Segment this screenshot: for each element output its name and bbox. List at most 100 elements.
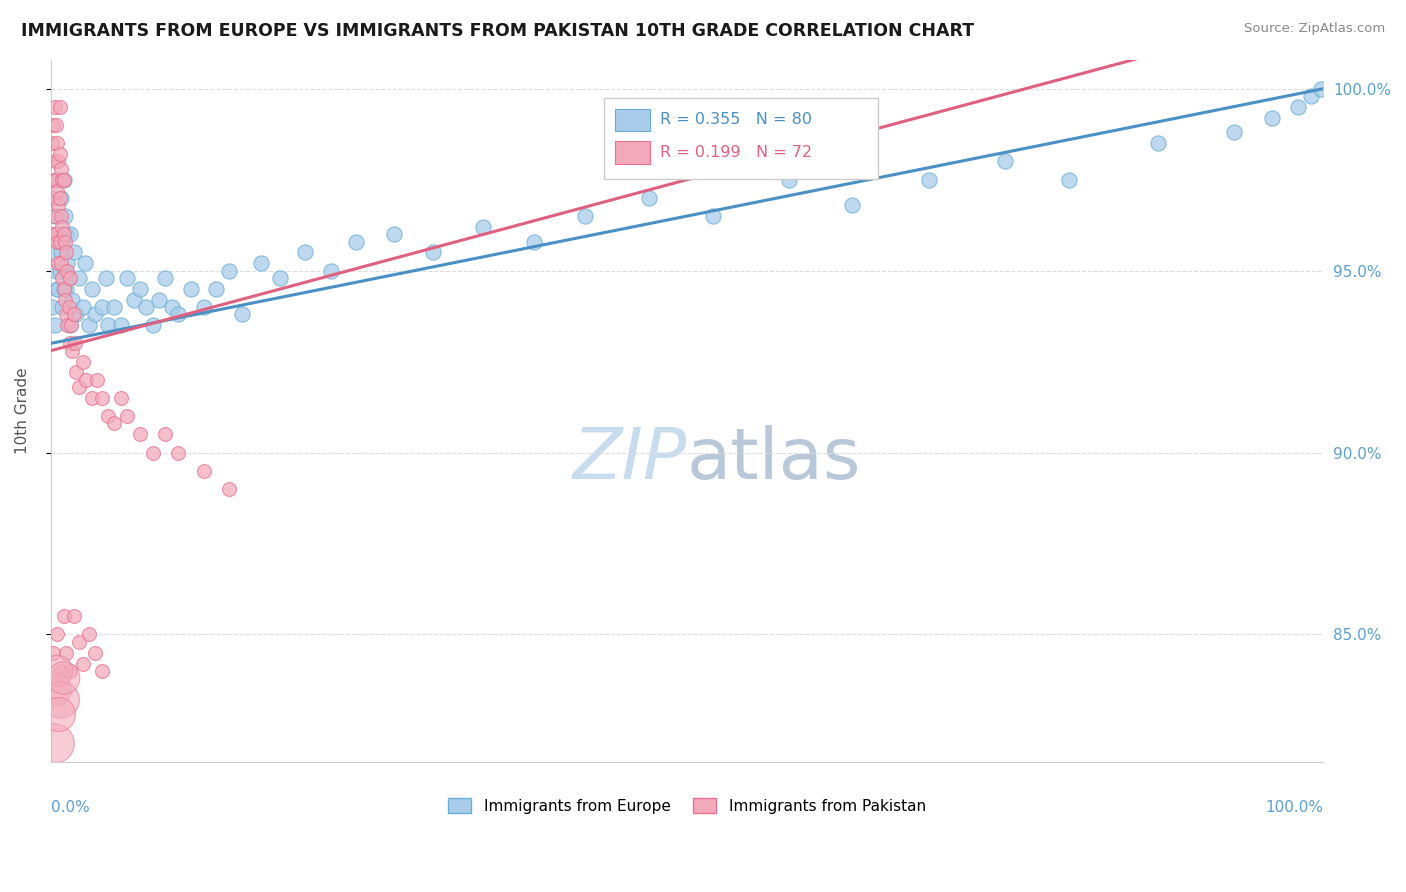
- FancyBboxPatch shape: [605, 98, 877, 179]
- Point: [42, 227, 65, 242]
- Point: [72, 300, 94, 314]
- Point: [62, 307, 84, 321]
- Point: [52, 227, 75, 242]
- Point: [155, 271, 177, 285]
- Point: [52, 282, 75, 296]
- Point: [49, 209, 72, 223]
- Point: [42, 118, 65, 132]
- Point: [59, 336, 82, 351]
- Point: [49, 245, 72, 260]
- Point: [44, 681, 66, 696]
- Point: [97, 318, 120, 333]
- Point: [41, 191, 63, 205]
- Point: [46, 664, 69, 678]
- Point: [103, 417, 125, 431]
- Point: [94, 271, 117, 285]
- Point: [249, 256, 271, 270]
- Point: [319, 263, 342, 277]
- Point: [62, 343, 84, 358]
- Point: [55, 282, 77, 296]
- Point: [84, 646, 107, 660]
- Point: [90, 300, 112, 314]
- Point: [51, 172, 73, 186]
- Point: [48, 235, 70, 249]
- Point: [205, 282, 228, 296]
- Point: [523, 235, 546, 249]
- Point: [52, 282, 75, 296]
- Point: [269, 271, 291, 285]
- Point: [52, 227, 75, 242]
- Point: [344, 235, 367, 249]
- Point: [84, 307, 107, 321]
- Point: [56, 263, 79, 277]
- Point: [110, 318, 132, 333]
- Point: [49, 664, 72, 678]
- Point: [65, 366, 87, 380]
- Point: [55, 227, 77, 242]
- Point: [49, 191, 72, 205]
- Y-axis label: 10th Grade: 10th Grade: [15, 368, 30, 454]
- Point: [58, 300, 80, 314]
- Point: [52, 609, 75, 624]
- Text: ZIP: ZIP: [572, 425, 688, 494]
- Point: [72, 354, 94, 368]
- Point: [135, 300, 157, 314]
- Point: [67, 634, 90, 648]
- Point: [45, 263, 67, 277]
- Point: [44, 154, 66, 169]
- Text: atlas: atlas: [688, 425, 862, 494]
- Point: [422, 245, 444, 260]
- Point: [51, 235, 73, 249]
- Point: [44, 209, 66, 223]
- Point: [97, 409, 120, 424]
- Point: [155, 427, 177, 442]
- Point: [51, 271, 73, 285]
- Point: [60, 318, 83, 333]
- Point: [841, 198, 863, 212]
- Point: [115, 409, 138, 424]
- Point: [48, 227, 70, 242]
- Point: [1309, 81, 1331, 95]
- FancyBboxPatch shape: [614, 109, 650, 131]
- Point: [80, 391, 103, 405]
- Point: [53, 293, 76, 307]
- Point: [48, 263, 70, 277]
- Point: [110, 391, 132, 405]
- Point: [46, 227, 69, 242]
- Point: [46, 184, 69, 198]
- Text: R = 0.199   N = 72: R = 0.199 N = 72: [661, 145, 813, 160]
- Point: [49, 693, 72, 707]
- Point: [180, 282, 202, 296]
- Point: [90, 391, 112, 405]
- FancyBboxPatch shape: [614, 141, 650, 163]
- Point: [55, 245, 77, 260]
- Point: [44, 209, 66, 223]
- Point: [49, 256, 72, 270]
- Point: [231, 307, 253, 321]
- Point: [48, 172, 70, 186]
- Point: [62, 245, 84, 260]
- Point: [49, 161, 72, 176]
- Point: [45, 227, 67, 242]
- Point: [48, 707, 70, 722]
- Point: [59, 318, 82, 333]
- Point: [55, 307, 77, 321]
- Point: [193, 464, 215, 478]
- Point: [45, 118, 67, 132]
- Point: [294, 245, 316, 260]
- Point: [59, 271, 82, 285]
- Point: [67, 271, 90, 285]
- Point: [41, 136, 63, 151]
- Point: [45, 172, 67, 186]
- Text: 100.0%: 100.0%: [1265, 800, 1323, 815]
- Point: [59, 227, 82, 242]
- Point: [51, 300, 73, 314]
- Point: [42, 191, 65, 205]
- Point: [46, 136, 69, 151]
- Point: [56, 318, 79, 333]
- Point: [1261, 111, 1284, 125]
- Point: [384, 227, 406, 242]
- Point: [53, 235, 76, 249]
- Point: [62, 293, 84, 307]
- Point: [46, 627, 69, 641]
